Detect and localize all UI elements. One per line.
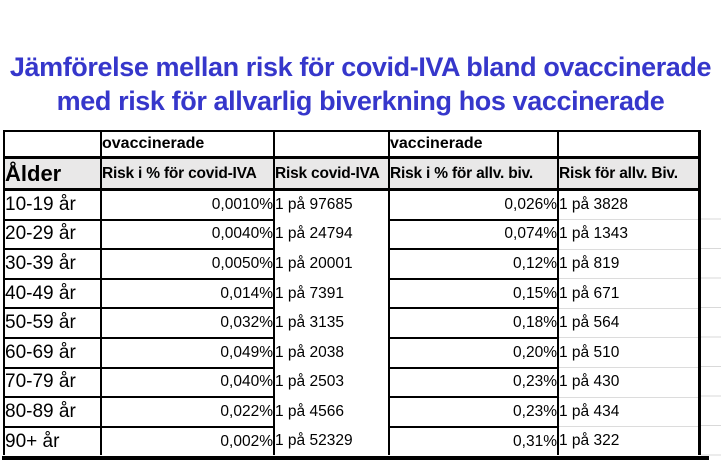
age-cell: 10-19 år xyxy=(3,189,101,221)
unvaccinated-pct-cell: 0,0050% xyxy=(100,249,274,280)
vaccinated-ratio-cell: 1 på 3828 xyxy=(557,189,701,221)
vaccinated-ratio-cell: 1 på 322 xyxy=(557,426,701,456)
group-header-empty-1 xyxy=(3,130,101,159)
table-row: 40-49 år 0,014% 1 på 7391 0,15% 1 på 671 xyxy=(3,278,701,310)
age-cell: 70-79 år xyxy=(3,367,101,399)
page-title: Jämförelse mellan risk för covid-IVA bla… xyxy=(0,50,721,118)
group-header-empty-3 xyxy=(557,130,701,159)
risk-comparison-table: ovaccinerade vaccinerade Ålder Risk i % … xyxy=(3,130,701,456)
age-cell: 30-39 år xyxy=(3,249,101,280)
column-header-unvaccinated-ratio: Risk covid-IVA xyxy=(273,157,389,191)
vaccinated-ratio-cell: 1 på 510 xyxy=(557,337,701,369)
title-line-1: Jämförelse mellan risk för covid-IVA bla… xyxy=(9,52,712,82)
unvaccinated-ratio-cell: 1 på 20001 xyxy=(273,249,389,279)
unvaccinated-pct-cell: 0,022% xyxy=(100,397,274,428)
unvaccinated-ratio-cell: 1 på 2038 xyxy=(273,337,389,368)
vaccinated-pct-cell: 0,18% xyxy=(388,308,558,339)
column-header-unvaccinated-pct: Risk i % för covid-IVA xyxy=(100,157,274,191)
age-cell: 60-69 år xyxy=(3,337,101,369)
unvaccinated-pct-cell: 0,040% xyxy=(100,367,274,399)
vaccinated-ratio-cell: 1 på 434 xyxy=(557,397,701,428)
vaccinated-pct-cell: 0,23% xyxy=(388,397,558,428)
group-header-vaccinated: vaccinerade xyxy=(388,130,558,159)
age-cell: 20-29 år xyxy=(3,219,101,251)
vaccinated-ratio-cell: 1 på 1343 xyxy=(557,219,701,250)
vaccinated-pct-cell: 0,23% xyxy=(388,367,558,399)
vaccinated-pct-cell: 0,026% xyxy=(388,189,558,221)
table-row: 80-89 år 0,022% 1 på 4566 0,23% 1 på 434 xyxy=(3,397,701,428)
table-row: 60-69 år 0,049% 1 på 2038 0,20% 1 på 510 xyxy=(3,337,701,369)
group-header-unvaccinated: ovaccinerade xyxy=(100,130,274,159)
age-cell: 90+ år xyxy=(3,426,101,456)
vaccinated-ratio-cell: 1 på 564 xyxy=(557,308,701,339)
table-row: 70-79 år 0,040% 1 på 2503 0,23% 1 på 430 xyxy=(3,367,701,399)
column-header-vaccinated-ratio: Risk för allv. Biv. xyxy=(557,157,701,191)
vaccinated-pct-cell: 0,15% xyxy=(388,278,558,310)
unvaccinated-pct-cell: 0,0040% xyxy=(100,219,274,251)
unvaccinated-ratio-cell: 1 på 52329 xyxy=(273,426,389,456)
vaccinated-pct-cell: 0,20% xyxy=(388,337,558,369)
table-row: 50-59 år 0,032% 1 på 3135 0,18% 1 på 564 xyxy=(3,308,701,339)
vaccinated-pct-cell: 0,074% xyxy=(388,219,558,251)
unvaccinated-ratio-cell: 1 på 24794 xyxy=(273,219,389,250)
vaccinated-ratio-cell: 1 på 671 xyxy=(557,278,701,309)
table-row: 10-19 år 0,0010% 1 på 97685 0,026% 1 på … xyxy=(3,189,701,221)
group-header-empty-2 xyxy=(273,130,389,159)
unvaccinated-pct-cell: 0,002% xyxy=(100,426,274,456)
column-header-age: Ålder xyxy=(3,157,101,191)
column-header-row: Ålder Risk i % för covid-IVA Risk covid-… xyxy=(3,157,701,191)
spreadsheet-margin-gridlines xyxy=(701,190,721,456)
unvaccinated-pct-cell: 0,032% xyxy=(100,308,274,339)
age-cell: 40-49 år xyxy=(3,278,101,310)
age-cell: 50-59 år xyxy=(3,308,101,339)
table-row: 30-39 år 0,0050% 1 på 20001 0,12% 1 på 8… xyxy=(3,249,701,280)
unvaccinated-ratio-cell: 1 på 97685 xyxy=(273,189,389,220)
unvaccinated-ratio-cell: 1 på 3135 xyxy=(273,308,389,338)
unvaccinated-ratio-cell: 1 på 2503 xyxy=(273,367,389,398)
unvaccinated-pct-cell: 0,049% xyxy=(100,337,274,369)
vaccinated-ratio-cell: 1 på 430 xyxy=(557,367,701,398)
unvaccinated-ratio-cell: 1 på 4566 xyxy=(273,397,389,427)
vaccinated-ratio-cell: 1 på 819 xyxy=(557,249,701,280)
unvaccinated-ratio-cell: 1 på 7391 xyxy=(273,278,389,309)
table-bottom-border xyxy=(2,456,709,460)
unvaccinated-pct-cell: 0,0010% xyxy=(100,189,274,221)
table-row: 90+ år 0,002% 1 på 52329 0,31% 1 på 322 xyxy=(3,426,701,456)
age-cell: 80-89 år xyxy=(3,397,101,428)
vaccinated-pct-cell: 0,31% xyxy=(388,426,558,456)
group-header-row: ovaccinerade vaccinerade xyxy=(3,130,701,159)
column-header-vaccinated-pct: Risk i % för allv. biv. xyxy=(388,157,558,191)
vaccinated-pct-cell: 0,12% xyxy=(388,249,558,280)
title-line-2: med risk för allvarlig biverkning hos va… xyxy=(56,86,665,116)
unvaccinated-pct-cell: 0,014% xyxy=(100,278,274,310)
table-row: 20-29 år 0,0040% 1 på 24794 0,074% 1 på … xyxy=(3,219,701,251)
